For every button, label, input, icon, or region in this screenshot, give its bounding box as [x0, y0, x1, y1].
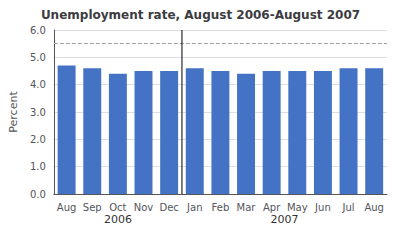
svg-text:Aug: Aug — [364, 202, 384, 213]
svg-text:Jul: Jul — [342, 202, 355, 213]
svg-text:2007: 2007 — [270, 213, 298, 226]
svg-text:Percent: Percent — [7, 91, 20, 133]
svg-text:Sep: Sep — [83, 202, 102, 213]
svg-text:Jun: Jun — [314, 202, 331, 213]
svg-text:Nov: Nov — [134, 202, 154, 213]
svg-text:0.0: 0.0 — [30, 189, 46, 200]
svg-text:Dec: Dec — [159, 202, 178, 213]
svg-text:Feb: Feb — [212, 202, 230, 213]
svg-text:2.0: 2.0 — [30, 134, 46, 145]
svg-text:Unemployment rate, August 2006: Unemployment rate, August 2006-August 20… — [41, 8, 360, 22]
svg-text:Jan: Jan — [186, 202, 202, 213]
svg-text:May: May — [287, 202, 308, 213]
svg-text:6.0: 6.0 — [30, 25, 46, 36]
svg-text:Oct: Oct — [109, 202, 126, 213]
svg-text:Apr: Apr — [263, 202, 281, 213]
svg-text:4.0: 4.0 — [30, 79, 46, 90]
svg-text:Aug: Aug — [57, 202, 77, 213]
svg-text:Mar: Mar — [237, 202, 257, 213]
svg-text:1.0: 1.0 — [30, 161, 46, 172]
svg-text:2006: 2006 — [104, 213, 132, 226]
svg-text:3.0: 3.0 — [30, 107, 46, 118]
svg-text:5.0: 5.0 — [30, 52, 46, 63]
